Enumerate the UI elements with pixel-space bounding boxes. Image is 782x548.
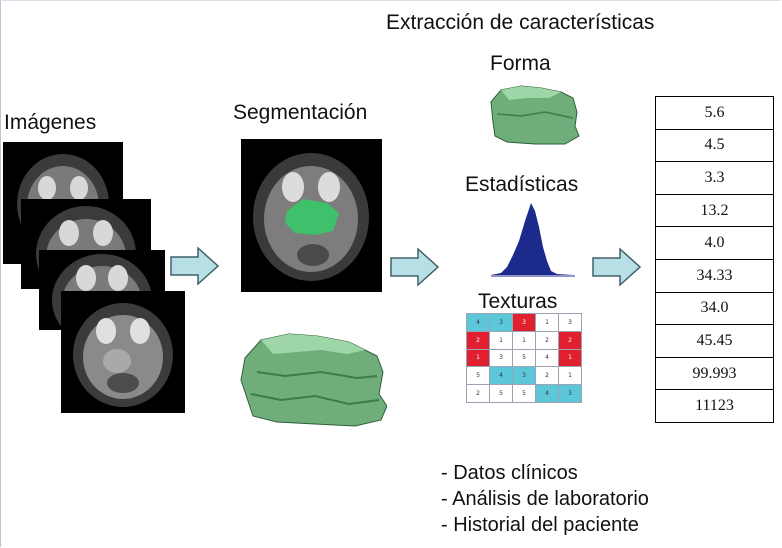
texture-cell: 1 [558,348,582,368]
texture-cell: 3 [512,366,536,386]
arrow-to-extraction [390,247,440,287]
segmentation-mri [241,139,382,292]
texture-cell: 2 [535,330,559,350]
texture-cell: 1 [535,313,559,332]
feature-value: 34.0 [655,291,774,326]
segmented-3d-shape [237,320,387,430]
estadisticas-label: Estadísticas [465,173,579,196]
texture-cell: 4 [535,384,559,403]
texture-cell: 3 [512,313,536,332]
additional-data-list: - Datos clínicos - Análisis de laborator… [441,460,649,538]
texture-cell: 5 [489,384,513,403]
segmentacion-label: Segmentación [233,101,368,124]
texture-cell: 2 [558,330,582,350]
feature-value: 11123 [655,389,774,423]
texture-cell: 5 [466,366,490,386]
feature-value: 45.45 [655,324,774,358]
tumor-segmentation [285,199,339,235]
feature-value: 4.0 [655,226,774,260]
feature-value: 3.3 [655,161,774,195]
feature-value: 34.33 [655,258,774,293]
feature-value: 99.993 [655,356,774,391]
bullet-item: - Datos clínicos [441,462,578,484]
texture-cell: 2 [466,330,490,350]
texture-cell: 5 [512,384,536,403]
histogram-icon [487,197,577,279]
bullet-item: - Análisis de laboratorio [441,488,649,510]
shape-feature-icon [487,78,583,148]
feature-value: 4.5 [655,128,774,163]
feature-values-table: 5.6 4.5 3.3 13.2 4.0 34.33 34.0 45.45 99… [655,96,774,423]
texture-cell: 4 [466,313,490,332]
texture-cell: 1 [466,348,490,368]
arrow-to-segmentation [170,246,220,286]
texture-cell: 4 [489,366,513,386]
texturas-label: Texturas [478,290,558,313]
texture-cell: 3 [558,384,582,403]
texture-cell: 2 [535,366,559,386]
texture-cell: 2 [466,384,490,403]
texture-cell: 3 [558,313,582,332]
arrow-to-values [592,247,642,287]
texture-cell: 3 [489,348,513,368]
feature-value: 5.6 [655,96,774,130]
texture-cell: 1 [512,330,536,350]
forma-label: Forma [490,52,551,75]
texture-cell: 4 [535,348,559,368]
bullet-item: - Historial del paciente [441,514,639,536]
texture-cell: 1 [558,366,582,386]
texture-cell: 5 [512,348,536,368]
extraction-title: Extracción de características [386,11,655,34]
mri-slice-4 [61,291,185,413]
imagenes-label: Imágenes [4,111,97,134]
texture-cell: 3 [489,313,513,332]
feature-value: 13.2 [655,193,774,228]
texture-cell: 1 [489,330,513,350]
